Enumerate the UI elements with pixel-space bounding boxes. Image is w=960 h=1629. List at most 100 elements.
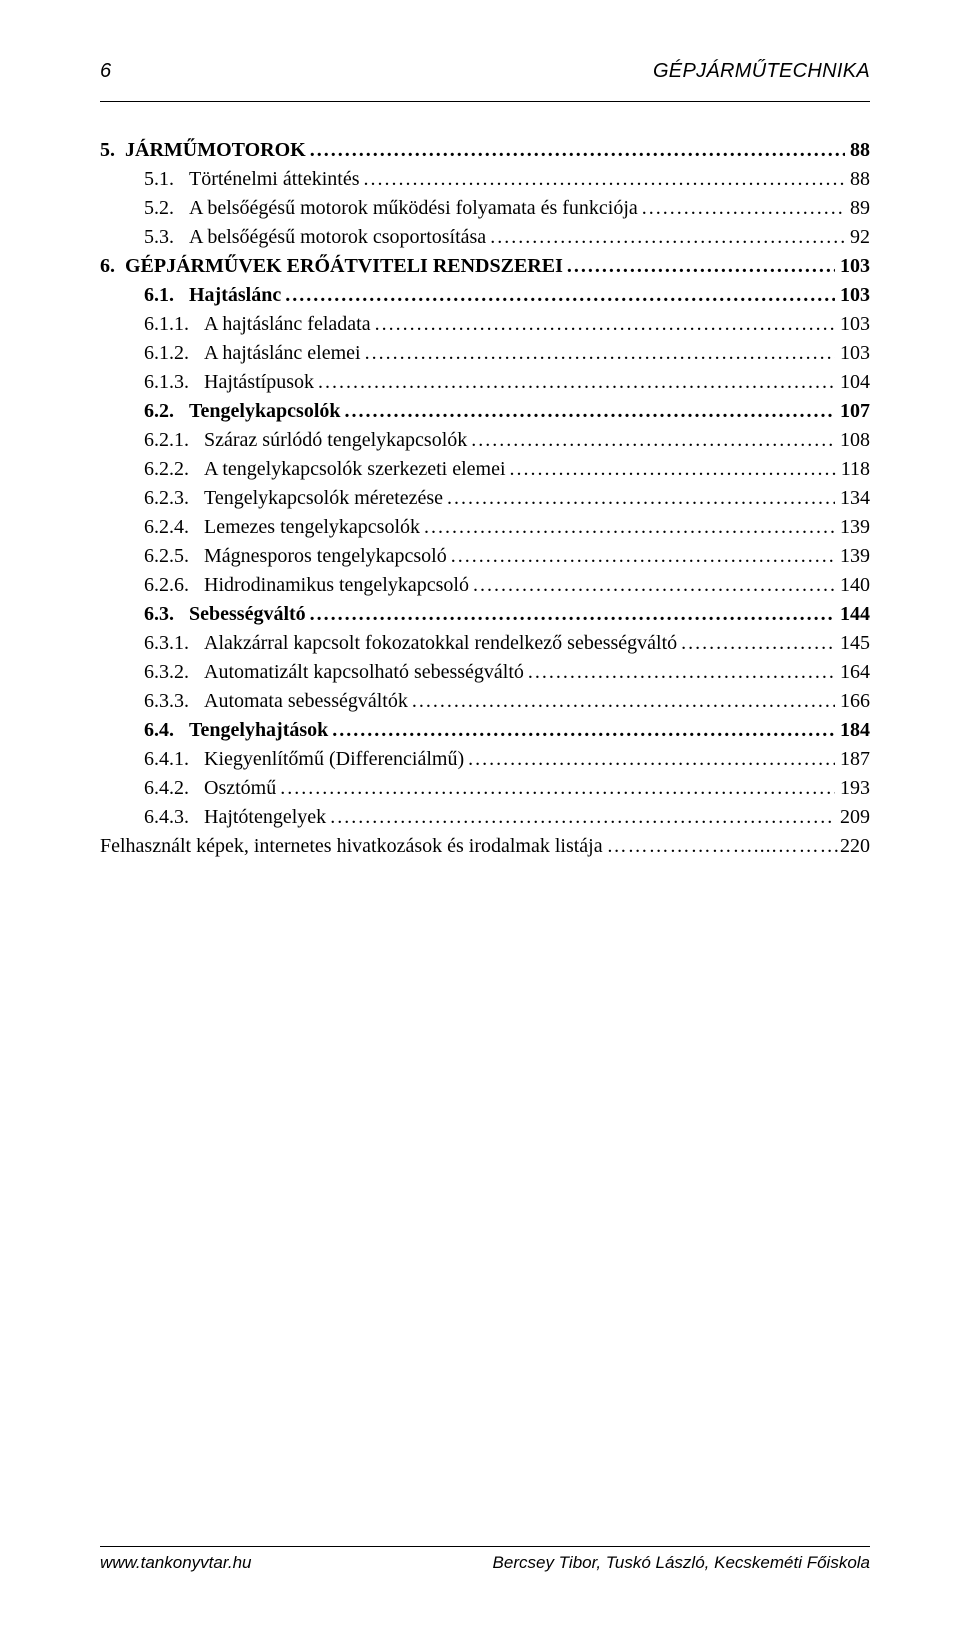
toc-entry: 6.2.2. A tengelykapcsolók szerkezeti ele… [100, 455, 870, 484]
toc-entry-page: 193 [835, 774, 870, 803]
toc-entry: 6.4.2. Osztómű 193 [100, 774, 870, 803]
toc-entry-label: 6.2.4. Lemezes tengelykapcsolók [144, 513, 420, 542]
toc-leader-dots [677, 629, 835, 658]
toc-leader-dots [371, 310, 835, 339]
page-footer: www.tankonyvtar.hu Bercsey Tibor, Tuskó … [100, 1546, 870, 1573]
footer-left: www.tankonyvtar.hu [100, 1553, 252, 1573]
toc-leader-dots [281, 281, 835, 310]
toc-entry-page: 88 [845, 136, 870, 165]
toc-closing-page: 220 [840, 832, 870, 861]
toc-entry-page: 209 [835, 803, 870, 832]
toc-leader-dots [467, 426, 835, 455]
toc-entry-page: 184 [835, 716, 870, 745]
toc-entry-label: 6.1.2. A hajtáslánc elemei [144, 339, 361, 368]
toc-entry-label: 6.2. Tengelykapcsolók [144, 397, 341, 426]
toc-leader-dots [464, 745, 835, 774]
toc-entry-page: 92 [845, 223, 870, 252]
toc-entry-page: 88 [845, 165, 870, 194]
toc-leader-dots [306, 600, 835, 629]
toc-entry-page: 134 [835, 484, 870, 513]
toc-leader-dots [276, 774, 835, 803]
toc-entry: 6.4. Tengelyhajtások 184 [100, 716, 870, 745]
toc-entry: 6. GÉPJÁRMŰVEK ERŐÁTVITELI RENDSZEREI 10… [100, 252, 870, 281]
toc-leader-dots [361, 339, 835, 368]
toc-entry-label: 6.4.3. Hajtótengelyek [144, 803, 326, 832]
toc-entry-label: 6.1. Hajtáslánc [144, 281, 281, 310]
toc-entry: 6.3. Sebességváltó 144 [100, 600, 870, 629]
toc-closing-leader [603, 832, 840, 861]
toc-entry-label: 6.3.3. Automata sebességváltók [144, 687, 408, 716]
toc-entry: 6.1.2. A hajtáslánc elemei 103 [100, 339, 870, 368]
toc-entry-label: 6.2.6. Hidrodinamikus tengelykapcsoló [144, 571, 469, 600]
toc-closing-entry: Felhasznált képek, internetes hivatkozás… [100, 832, 870, 861]
toc-entry: 6.3.3. Automata sebességváltók 166 [100, 687, 870, 716]
toc-entry-page: 118 [836, 455, 870, 484]
toc-entry-page: 89 [845, 194, 870, 223]
toc-entry-label: 6.4.2. Osztómű [144, 774, 276, 803]
toc-leader-dots [420, 513, 835, 542]
toc-entry-page: 144 [835, 600, 870, 629]
toc-entry-page: 140 [835, 571, 870, 600]
toc-entry-label: 6.3. Sebességváltó [144, 600, 306, 629]
toc-closing-label: Felhasznált képek, internetes hivatkozás… [100, 832, 603, 861]
toc-entry: 6.4.1. Kiegyenlítőmű (Differenciálmű) 18… [100, 745, 870, 774]
toc-entry-page: 164 [835, 658, 870, 687]
toc-entry: 6.2.4. Lemezes tengelykapcsolók 139 [100, 513, 870, 542]
toc-entry-label: 5.2. A belsőégésű motorok működési folya… [144, 194, 638, 223]
toc-entry-page: 103 [835, 339, 870, 368]
toc-entry-label: 5.3. A belsőégésű motorok csoportosítása [144, 223, 486, 252]
toc-entry: 6.1.3. Hajtástípusok 104 [100, 368, 870, 397]
toc-entry: 6.4.3. Hajtótengelyek 209 [100, 803, 870, 832]
toc-entry-label: 6.1.3. Hajtástípusok [144, 368, 314, 397]
toc-leader-dots [314, 368, 835, 397]
toc-entry-label: 6. GÉPJÁRMŰVEK ERŐÁTVITELI RENDSZEREI [100, 252, 563, 281]
toc-leader-dots [524, 658, 835, 687]
toc-entry-page: 103 [835, 252, 870, 281]
toc-entry: 6.1. Hajtáslánc 103 [100, 281, 870, 310]
toc-entry-page: 145 [835, 629, 870, 658]
toc-entry-page: 139 [835, 542, 870, 571]
table-of-contents: 5. JÁRMŰMOTOROK 885.1. Történelmi átteki… [100, 136, 870, 861]
toc-leader-dots [469, 571, 835, 600]
toc-leader-dots [408, 687, 835, 716]
toc-entry-page: 139 [835, 513, 870, 542]
toc-entry: 6.2.6. Hidrodinamikus tengelykapcsoló 14… [100, 571, 870, 600]
header-title: GÉPJÁRMŰTECHNIKA [653, 60, 870, 83]
toc-entry-page: 108 [835, 426, 870, 455]
toc-entry-label: 6.4. Tengelyhajtások [144, 716, 328, 745]
toc-leader-dots [306, 136, 845, 165]
header-rule [100, 101, 870, 102]
toc-leader-dots [486, 223, 845, 252]
toc-entry-label: 6.4.1. Kiegyenlítőmű (Differenciálmű) [144, 745, 464, 774]
toc-entry-label: 6.1.1. A hajtáslánc feladata [144, 310, 371, 339]
toc-leader-dots [563, 252, 835, 281]
page-header: 6 GÉPJÁRMŰTECHNIKA [100, 60, 870, 83]
toc-leader-dots [506, 455, 836, 484]
toc-entry: 5.2. A belsőégésű motorok működési folya… [100, 194, 870, 223]
toc-entry-label: 6.2.2. A tengelykapcsolók szerkezeti ele… [144, 455, 506, 484]
toc-entry-label: 6.2.3. Tengelykapcsolók méretezése [144, 484, 443, 513]
toc-entry-page: 103 [835, 310, 870, 339]
toc-entry-label: 6.3.2. Automatizált kapcsolható sebesség… [144, 658, 524, 687]
toc-entry: 5.1. Történelmi áttekintés 88 [100, 165, 870, 194]
toc-leader-dots [443, 484, 835, 513]
toc-entry: 5.3. A belsőégésű motorok csoportosítása… [100, 223, 870, 252]
toc-leader-dots [326, 803, 835, 832]
toc-leader-dots [341, 397, 835, 426]
toc-leader-dots [638, 194, 845, 223]
toc-leader-dots [360, 165, 846, 194]
toc-entry-label: 6.3.1. Alakzárral kapcsolt fokozatokkal … [144, 629, 677, 658]
page-number: 6 [100, 60, 111, 83]
toc-entry: 6.1.1. A hajtáslánc feladata 103 [100, 310, 870, 339]
toc-entry: 5. JÁRMŰMOTOROK 88 [100, 136, 870, 165]
toc-entry-label: 5. JÁRMŰMOTOROK [100, 136, 306, 165]
toc-entry: 6.2.3. Tengelykapcsolók méretezése 134 [100, 484, 870, 513]
toc-entry-label: 5.1. Történelmi áttekintés [144, 165, 360, 194]
toc-entry-page: 166 [835, 687, 870, 716]
toc-entry: 6.2.1. Száraz súrlódó tengelykapcsolók 1… [100, 426, 870, 455]
toc-leader-dots [447, 542, 835, 571]
footer-rule [100, 1546, 870, 1547]
toc-leader-dots [328, 716, 835, 745]
footer-right: Bercsey Tibor, Tuskó László, Kecskeméti … [493, 1553, 870, 1573]
toc-entry: 6.2.5. Mágnesporos tengelykapcsoló 139 [100, 542, 870, 571]
